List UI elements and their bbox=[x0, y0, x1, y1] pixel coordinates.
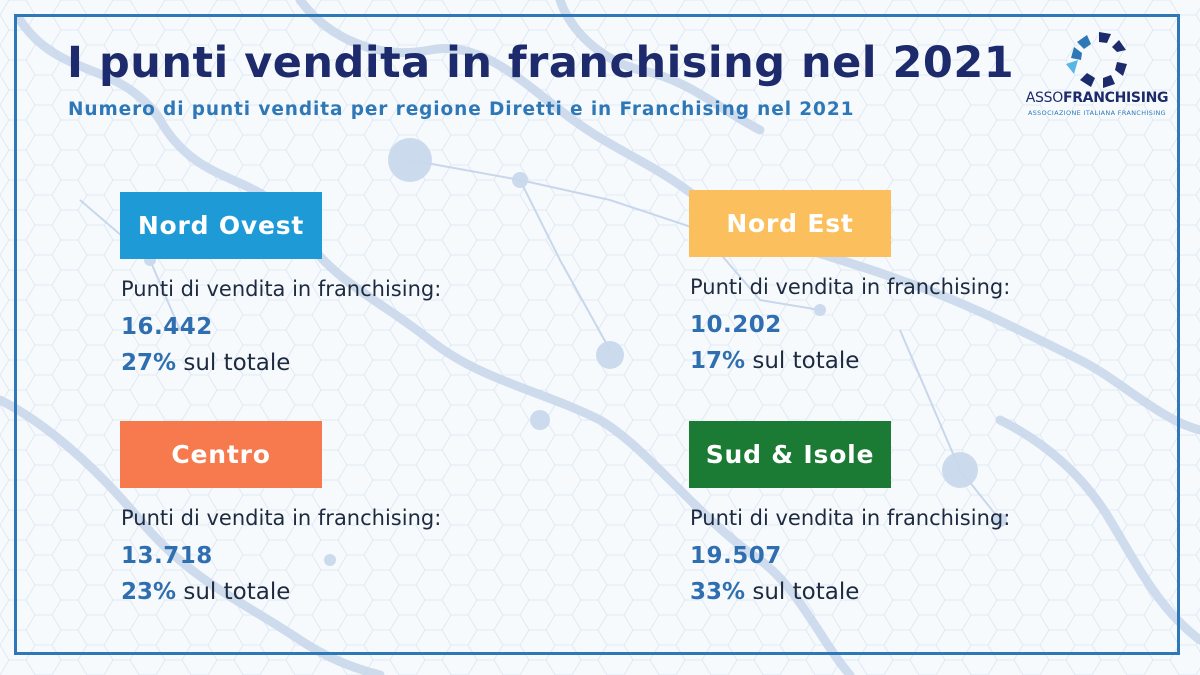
region-share: 17% sul totale bbox=[690, 348, 859, 374]
region-share: 33% sul totale bbox=[690, 579, 859, 605]
region-percent: 27% bbox=[121, 350, 177, 376]
region-value: 19.507 bbox=[690, 543, 782, 569]
region-share-suffix: sul totale bbox=[176, 350, 291, 376]
logo-tagline: ASSOCIAZIONE ITALIANA FRANCHISING bbox=[1027, 109, 1167, 117]
region-sud-isole: Sud & Isole Punti di vendita in franchis… bbox=[689, 421, 1109, 621]
logo-word-bold: FRANCHISING bbox=[1062, 90, 1169, 106]
region-label: Punti di vendita in franchising: bbox=[690, 275, 1011, 299]
assofranchising-logo: ASSOFRANCHISING ASSOCIAZIONE ITALIANA FR… bbox=[1022, 30, 1172, 122]
region-nord-est: Nord Est Punti di vendita in franchising… bbox=[689, 190, 1109, 390]
page-title: I punti vendita in franchising nel 2021 bbox=[67, 38, 1015, 88]
region-share-suffix: sul totale bbox=[745, 348, 860, 374]
region-share-suffix: sul totale bbox=[176, 579, 291, 605]
region-badge: Nord Est bbox=[689, 190, 891, 257]
region-value: 10.202 bbox=[690, 312, 782, 338]
page-subtitle: Numero di punti vendita per regione Dire… bbox=[68, 99, 855, 120]
region-percent: 17% bbox=[690, 348, 746, 374]
region-label: Punti di vendita in franchising: bbox=[121, 506, 442, 530]
region-badge: Sud & Isole bbox=[689, 421, 891, 488]
region-badge: Nord Ovest bbox=[120, 192, 322, 259]
logo-mark-icon bbox=[1066, 32, 1127, 88]
frame-border bbox=[14, 14, 1180, 655]
region-percent: 33% bbox=[690, 579, 746, 605]
logo-wordmark: ASSOFRANCHISING bbox=[1022, 90, 1172, 106]
region-label: Punti di vendita in franchising: bbox=[121, 277, 442, 301]
region-value: 16.442 bbox=[121, 314, 213, 340]
region-share: 23% sul totale bbox=[121, 579, 290, 605]
region-share: 27% sul totale bbox=[121, 350, 290, 376]
region-percent: 23% bbox=[121, 579, 177, 605]
region-value: 13.718 bbox=[121, 543, 213, 569]
region-badge: Centro bbox=[120, 421, 322, 488]
logo-word-light: ASSO bbox=[1025, 90, 1063, 106]
region-nord-ovest: Nord Ovest Punti di vendita in franchisi… bbox=[120, 192, 540, 392]
region-label: Punti di vendita in franchising: bbox=[690, 506, 1011, 530]
region-share-suffix: sul totale bbox=[745, 579, 860, 605]
region-centro: Centro Punti di vendita in franchising: … bbox=[120, 421, 540, 621]
